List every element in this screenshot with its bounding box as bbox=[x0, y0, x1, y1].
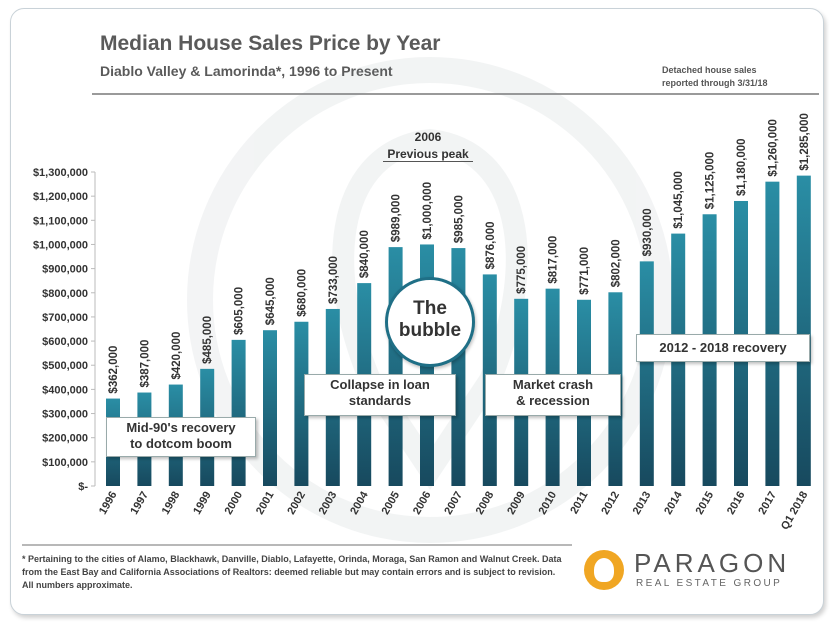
x-tick-label: 2017 bbox=[756, 490, 779, 517]
x-tick-label: 1999 bbox=[191, 490, 214, 517]
y-tick-label: $1,300,000 bbox=[33, 167, 88, 179]
footnote: * Pertaining to the cities of Alamo, Bla… bbox=[22, 554, 562, 590]
collapse-line2: standards bbox=[348, 393, 412, 408]
paragon-logo-icon bbox=[584, 550, 624, 590]
value-label: $485,000 bbox=[202, 316, 214, 364]
data-note: Detached house sales reported through 3/… bbox=[662, 64, 768, 90]
value-label: $840,000 bbox=[359, 230, 371, 278]
value-label: $1,045,000 bbox=[673, 171, 685, 229]
bubble-line2: bubble bbox=[398, 320, 462, 341]
value-labels: $362,000 $387,000 $420,000 $485,000 $605,000… bbox=[108, 113, 811, 394]
x-tick-label: 2006 bbox=[411, 490, 434, 517]
x-tick-label: 1996 bbox=[97, 490, 120, 517]
recovery-callout: 2012 - 2018 recovery bbox=[636, 334, 810, 362]
crash-line2: & recession bbox=[516, 393, 590, 408]
peak-label: Previous peak bbox=[383, 147, 473, 162]
crash-line1: Market crash bbox=[512, 377, 594, 392]
mid90s-line2: to dotcom boom bbox=[130, 436, 232, 451]
y-tick-label: $1,100,000 bbox=[33, 215, 88, 227]
logo-name: PARAGON bbox=[634, 548, 791, 578]
value-label: $802,000 bbox=[610, 239, 622, 287]
value-label: $817,000 bbox=[548, 236, 560, 284]
data-note-line2: reported through 3/31/18 bbox=[662, 78, 768, 88]
bubble-callout: The bubble bbox=[385, 277, 475, 367]
bar-2013 bbox=[639, 261, 654, 486]
value-label: $362,000 bbox=[108, 346, 120, 394]
value-label: $1,285,000 bbox=[799, 113, 811, 171]
y-tick-label: $600,000 bbox=[42, 336, 88, 348]
value-label: $680,000 bbox=[296, 269, 308, 317]
x-tick-label: 2005 bbox=[380, 490, 403, 517]
y-tick-label: $300,000 bbox=[42, 409, 88, 421]
value-label: $645,000 bbox=[265, 277, 277, 325]
chart-title: Median House Sales Price by Year bbox=[100, 32, 441, 55]
y-tick-label: $700,000 bbox=[42, 312, 88, 324]
bar-2002 bbox=[294, 321, 309, 486]
mid90s-callout: Mid-90's recovery to dotcom boom bbox=[106, 417, 256, 457]
collapse-callout: Collapse in loan standards bbox=[304, 374, 456, 416]
value-label: $387,000 bbox=[139, 340, 151, 388]
y-axis: $- $100,000 $200,000 $300,000 $400,000 $500,0… bbox=[33, 167, 96, 493]
bar-2017 bbox=[765, 181, 780, 486]
value-label: $876,000 bbox=[485, 221, 497, 269]
x-tick-label: 2016 bbox=[725, 490, 748, 517]
y-tick-label: $400,000 bbox=[42, 384, 88, 396]
chart-subtitle: Diablo Valley & Lamorinda*, 1996 to Pres… bbox=[100, 63, 393, 79]
value-label: $989,000 bbox=[391, 194, 403, 242]
value-label: $775,000 bbox=[516, 246, 528, 294]
value-label: $1,180,000 bbox=[736, 138, 748, 196]
peak-year-label: 2006 bbox=[414, 130, 442, 144]
x-tick-label: 1997 bbox=[128, 490, 151, 517]
logo-tagline: REAL ESTATE GROUP bbox=[636, 578, 783, 589]
y-tick-label: $100,000 bbox=[42, 457, 88, 469]
y-tick-label: $200,000 bbox=[42, 433, 88, 445]
x-tick-label: 2012 bbox=[599, 490, 622, 517]
y-tick-label: $1,200,000 bbox=[33, 191, 88, 203]
title-divider bbox=[92, 93, 819, 95]
y-tick-label: $500,000 bbox=[42, 360, 88, 372]
x-tick-label: 2001 bbox=[254, 490, 277, 517]
bar-2000 bbox=[231, 339, 246, 486]
x-tick-label: 2007 bbox=[442, 490, 465, 517]
y-tick-label: $- bbox=[78, 481, 88, 493]
y-tick-label: $1,000,000 bbox=[33, 239, 88, 251]
x-tick-label: 2013 bbox=[631, 490, 654, 517]
value-label: $1,260,000 bbox=[767, 119, 779, 177]
y-tick-label: $800,000 bbox=[42, 288, 88, 300]
y-tick-label: $900,000 bbox=[42, 264, 88, 276]
value-label: $420,000 bbox=[171, 332, 183, 380]
data-note-line1: Detached house sales bbox=[662, 65, 757, 75]
value-label: $733,000 bbox=[328, 256, 340, 304]
value-label: $605,000 bbox=[234, 287, 246, 335]
value-label: $1,125,000 bbox=[705, 152, 717, 210]
value-label: $771,000 bbox=[579, 247, 591, 295]
value-label: $985,000 bbox=[453, 195, 465, 243]
x-tick-label: 2015 bbox=[694, 490, 717, 517]
mid90s-line1: Mid-90's recovery bbox=[126, 420, 236, 435]
crash-callout: Market crash & recession bbox=[485, 374, 621, 416]
x-tick-label: 2000 bbox=[223, 490, 246, 517]
value-label: $1,000,000 bbox=[422, 182, 434, 240]
bar-q1-2018 bbox=[796, 175, 811, 486]
recovery-label: 2012 - 2018 recovery bbox=[659, 340, 787, 355]
footnote-divider bbox=[22, 544, 572, 546]
x-tick-label: Q1 2018 bbox=[779, 490, 810, 533]
value-label: $930,000 bbox=[642, 208, 654, 256]
bubble-line1: The bbox=[413, 298, 447, 319]
paragon-logo: PARAGON REAL ESTATE GROUP bbox=[584, 548, 824, 598]
collapse-line1: Collapse in loan bbox=[330, 377, 430, 392]
bar-2001 bbox=[263, 330, 277, 486]
x-tick-label: 2014 bbox=[662, 489, 685, 517]
x-tick-label: 1998 bbox=[160, 490, 183, 517]
